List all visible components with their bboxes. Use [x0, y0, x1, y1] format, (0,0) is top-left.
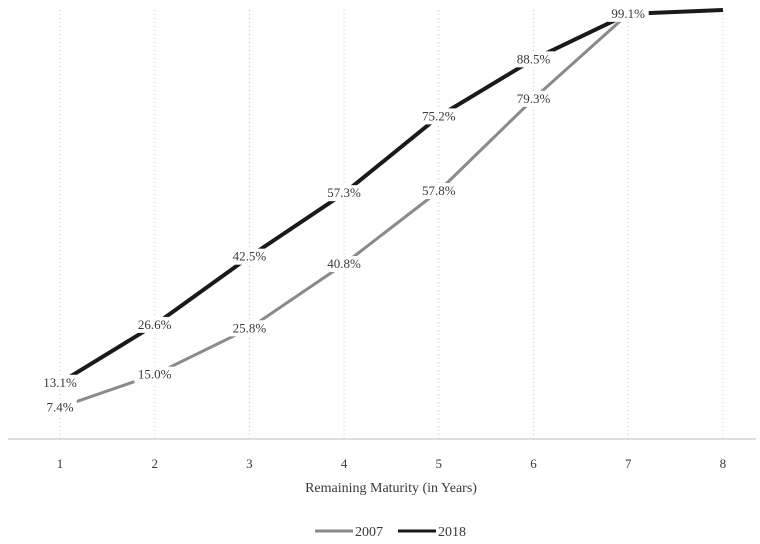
data-label-2018-2: 26.6% — [138, 317, 172, 332]
x-tick-labels: 1 2 3 4 5 6 7 8 — [57, 456, 726, 471]
data-label-2018-6: 88.5% — [517, 51, 551, 66]
data-label-bg-2018-6 — [513, 51, 554, 68]
data-label-bg-2007-5 — [418, 183, 460, 200]
data-label-bg-2018-5 — [418, 108, 460, 125]
data-label-bg-2018-4 — [323, 185, 365, 202]
data-label-bg-2018-7 — [607, 5, 649, 22]
x-tick-label-1: 1 — [57, 456, 64, 471]
x-tick-label-8: 8 — [720, 456, 727, 471]
data-label-2018-3: 42.5% — [233, 249, 267, 264]
data-label-bg-2007-4 — [323, 255, 365, 272]
data-label-bg-2007-6 — [513, 90, 554, 107]
data-label-2007-4: 40.8% — [327, 256, 361, 271]
x-tick-label-7: 7 — [625, 456, 632, 471]
data-label-2007-1: 7.4% — [46, 399, 73, 414]
data-label-2007-6: 79.3% — [517, 91, 551, 106]
data-label-bg-2018-3 — [228, 248, 270, 265]
data-label-2018-4: 57.3% — [327, 185, 361, 200]
data-label-bg-2018-2 — [134, 316, 176, 333]
data-label-2007-3: 25.8% — [233, 320, 267, 335]
data-label-bg-2007-1 — [43, 399, 77, 416]
series-lines — [58, 8, 723, 409]
data-label-bg-2007-3 — [228, 320, 270, 337]
x-tick-label-5: 5 — [436, 456, 443, 471]
data-label-2007-5: 57.8% — [422, 183, 456, 198]
data-label-bg-2018-1 — [39, 374, 81, 391]
legend-label-2018: 2018 — [438, 525, 466, 540]
legend-label-2007: 2007 — [355, 525, 383, 540]
data-labels: 7.4% 15.0% 25.8% 40.8% 57.8% 79.3% 13.1% 26.6% 4… — [39, 5, 649, 416]
x-axis-title: Remaining Maturity (in Years) — [305, 481, 477, 496]
data-label-2007-2: 15.0% — [138, 367, 172, 382]
data-label-2018-7: 99.1% — [611, 6, 645, 21]
x-tick-label-2: 2 — [151, 456, 158, 471]
data-label-2018-1: 13.1% — [43, 375, 77, 390]
series-line-2007 — [59, 8, 723, 409]
data-label-2018-5: 75.2% — [422, 108, 456, 123]
legend: 2007 2018 — [315, 525, 466, 540]
x-tick-label-6: 6 — [530, 456, 537, 471]
x-tick-label-4: 4 — [341, 456, 348, 471]
x-tick-label-3: 3 — [246, 456, 253, 471]
data-label-bg-2007-2 — [134, 366, 176, 383]
